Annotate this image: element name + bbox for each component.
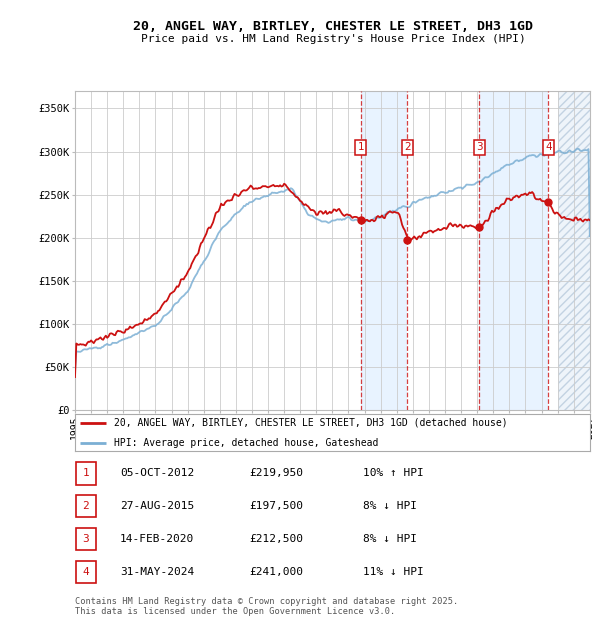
Text: Price paid vs. HM Land Registry's House Price Index (HPI): Price paid vs. HM Land Registry's House … (140, 34, 526, 44)
Text: 4: 4 (82, 567, 89, 577)
Text: HPI: Average price, detached house, Gateshead: HPI: Average price, detached house, Gate… (113, 438, 378, 448)
Bar (479, 91, 548, 410)
Bar (361, 91, 407, 410)
FancyBboxPatch shape (76, 495, 95, 518)
Text: This data is licensed under the Open Government Licence v3.0.: This data is licensed under the Open Gov… (75, 607, 395, 616)
Text: £219,950: £219,950 (249, 468, 303, 479)
Text: 05-OCT-2012: 05-OCT-2012 (120, 468, 194, 479)
Text: 8% ↓ HPI: 8% ↓ HPI (363, 501, 417, 512)
FancyBboxPatch shape (76, 528, 95, 551)
Text: £197,500: £197,500 (249, 501, 303, 512)
Text: 31-MAY-2024: 31-MAY-2024 (120, 567, 194, 577)
Text: 11% ↓ HPI: 11% ↓ HPI (363, 567, 424, 577)
FancyBboxPatch shape (76, 462, 95, 485)
Text: 2: 2 (82, 501, 89, 512)
Text: 10% ↑ HPI: 10% ↑ HPI (363, 468, 424, 479)
Text: 3: 3 (476, 142, 482, 153)
Text: 3: 3 (82, 534, 89, 544)
Text: 20, ANGEL WAY, BIRTLEY, CHESTER LE STREET, DH3 1GD: 20, ANGEL WAY, BIRTLEY, CHESTER LE STREE… (133, 20, 533, 33)
Text: 14-FEB-2020: 14-FEB-2020 (120, 534, 194, 544)
Text: 1: 1 (358, 142, 364, 153)
Text: Contains HM Land Registry data © Crown copyright and database right 2025.: Contains HM Land Registry data © Crown c… (75, 597, 458, 606)
FancyBboxPatch shape (76, 560, 95, 583)
Text: £241,000: £241,000 (249, 567, 303, 577)
Text: 8% ↓ HPI: 8% ↓ HPI (363, 534, 417, 544)
Text: 4: 4 (545, 142, 551, 153)
Text: 2: 2 (404, 142, 410, 153)
Text: 20, ANGEL WAY, BIRTLEY, CHESTER LE STREET, DH3 1GD (detached house): 20, ANGEL WAY, BIRTLEY, CHESTER LE STREE… (113, 418, 507, 428)
Text: 27-AUG-2015: 27-AUG-2015 (120, 501, 194, 512)
Text: £212,500: £212,500 (249, 534, 303, 544)
Text: 1: 1 (82, 468, 89, 479)
Bar (557, 91, 600, 410)
